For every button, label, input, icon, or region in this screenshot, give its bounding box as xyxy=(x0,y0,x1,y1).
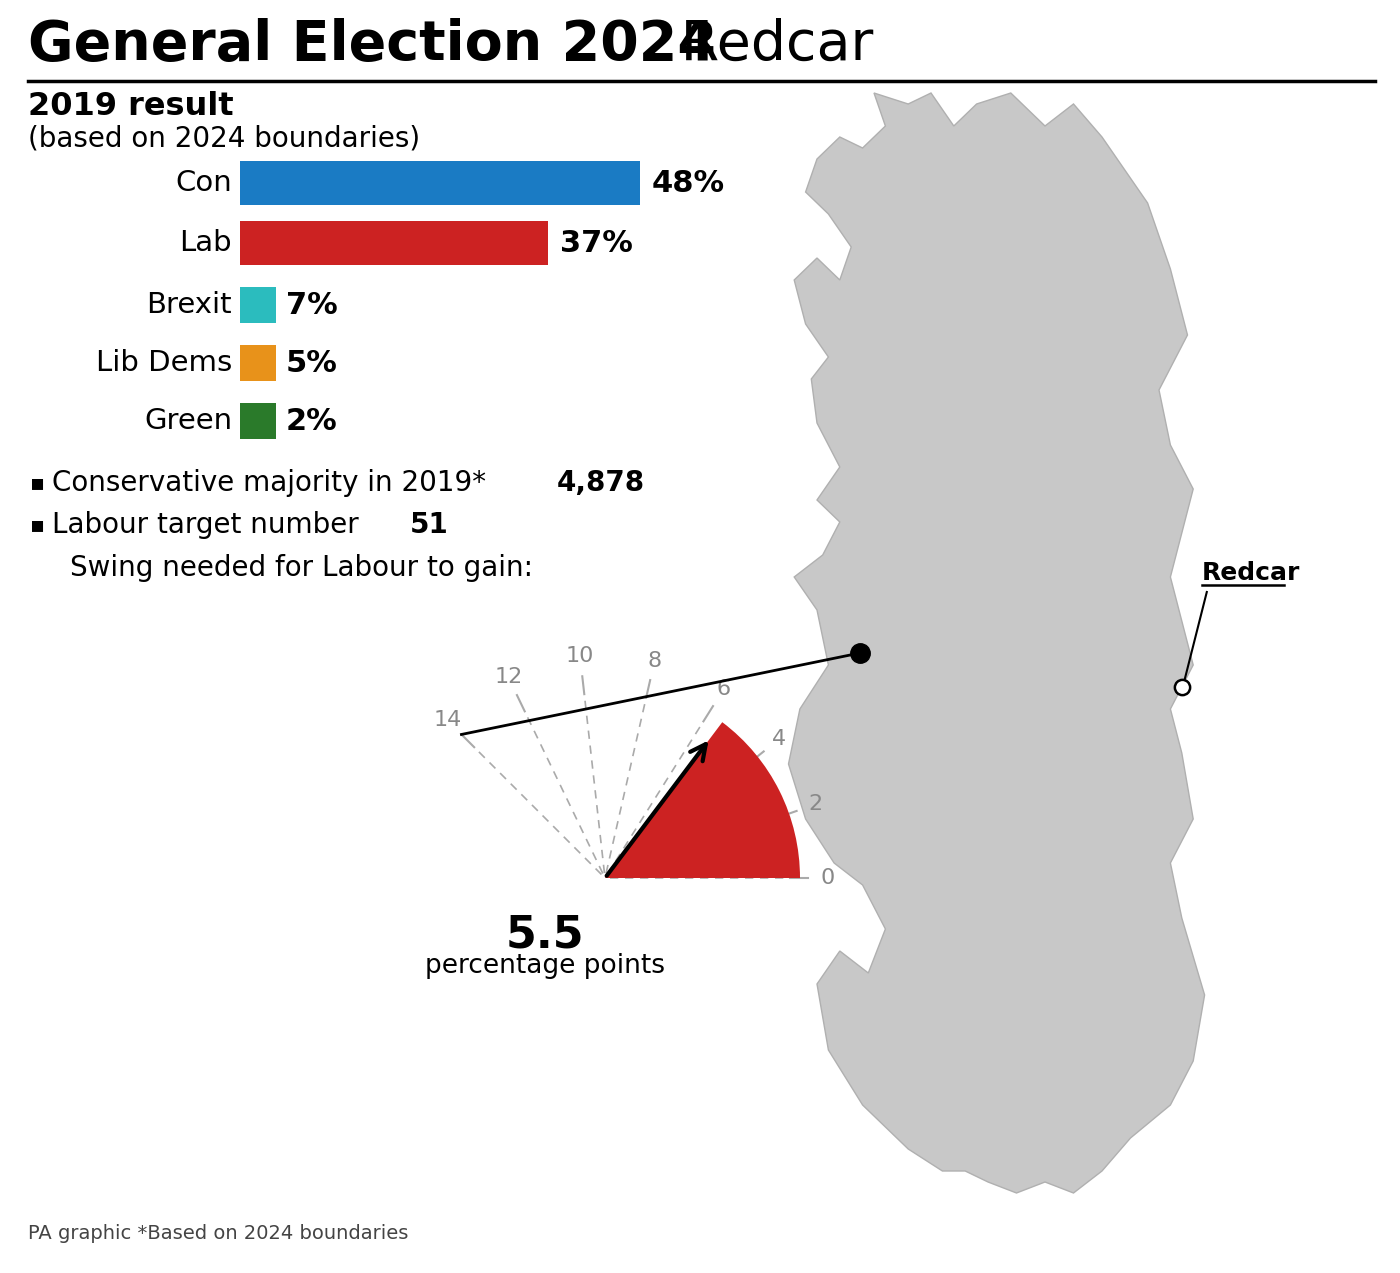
Polygon shape xyxy=(788,93,1204,1193)
Text: Brexit: Brexit xyxy=(147,292,232,320)
Text: 4,878: 4,878 xyxy=(557,468,645,496)
Text: 8: 8 xyxy=(648,651,662,671)
Bar xyxy=(239,222,549,265)
Text: ▪: ▪ xyxy=(29,516,45,535)
Text: 2019 result: 2019 result xyxy=(28,90,234,122)
Bar xyxy=(239,160,640,205)
Text: 7%: 7% xyxy=(286,290,337,320)
Text: PA graphic *Based on 2024 boundaries: PA graphic *Based on 2024 boundaries xyxy=(28,1225,409,1242)
Text: 2: 2 xyxy=(808,794,823,815)
Bar xyxy=(239,404,276,439)
Text: Labour target number: Labour target number xyxy=(52,510,368,538)
Text: 6: 6 xyxy=(717,680,731,699)
Text: 12: 12 xyxy=(494,667,522,687)
Text: Con: Con xyxy=(175,169,232,197)
Text: 14: 14 xyxy=(433,710,462,731)
Text: ▪: ▪ xyxy=(29,474,45,493)
Bar xyxy=(239,286,276,323)
Text: 4: 4 xyxy=(773,729,787,749)
Text: General Election 2024: General Election 2024 xyxy=(28,18,715,73)
Text: Redcar: Redcar xyxy=(1201,561,1301,586)
Text: (based on 2024 boundaries): (based on 2024 boundaries) xyxy=(28,125,420,153)
Text: Conservative majority in 2019*: Conservative majority in 2019* xyxy=(52,468,494,496)
Text: 51: 51 xyxy=(410,510,449,538)
Bar xyxy=(239,345,276,381)
Text: Lab: Lab xyxy=(179,229,232,257)
Text: 37%: 37% xyxy=(560,228,633,257)
Text: 5%: 5% xyxy=(286,349,337,378)
Text: 48%: 48% xyxy=(652,168,725,197)
Wedge shape xyxy=(605,722,799,878)
Text: Lib Dems: Lib Dems xyxy=(95,349,232,377)
Text: percentage points: percentage points xyxy=(426,953,665,979)
Text: 0: 0 xyxy=(820,868,836,889)
Text: Swing needed for Labour to gain:: Swing needed for Labour to gain: xyxy=(70,554,533,582)
Text: 10: 10 xyxy=(566,647,594,666)
Text: 5.5: 5.5 xyxy=(505,913,584,956)
Text: Redcar: Redcar xyxy=(664,18,874,73)
Text: Green: Green xyxy=(144,407,232,435)
Text: 2%: 2% xyxy=(286,406,337,435)
